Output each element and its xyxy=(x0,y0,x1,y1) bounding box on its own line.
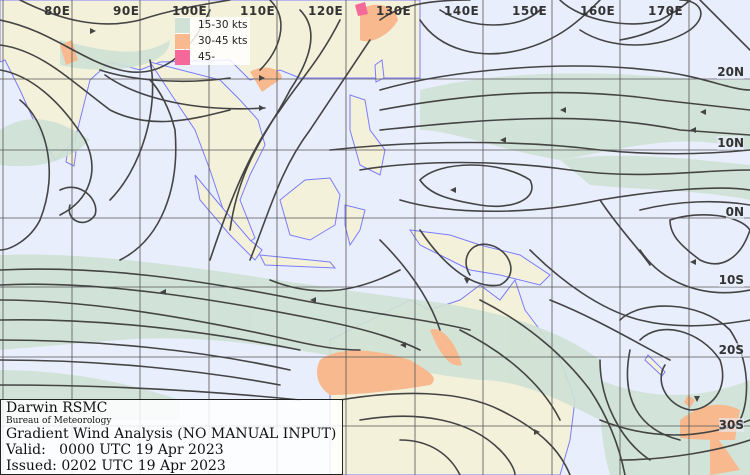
streamline-arrows xyxy=(90,28,706,435)
issued-time: Issued: 0202 UTC 19 Apr 2023 xyxy=(6,458,226,474)
legend-label: 15-30 kts xyxy=(198,19,248,31)
wind-45-plus-areas xyxy=(355,2,368,16)
lon-label: 130E xyxy=(376,4,412,18)
land-philippines xyxy=(349,94,386,176)
lat-label: 20N xyxy=(717,65,744,79)
legend-label: 45- xyxy=(198,51,216,63)
lat-label: 30S xyxy=(718,418,744,432)
land-indochina xyxy=(148,61,266,246)
land-taiwan xyxy=(374,59,385,83)
legend-item: 45- xyxy=(175,49,250,65)
legend-swatch xyxy=(175,49,190,65)
lat-label: 10N xyxy=(717,136,744,150)
lon-label: 170E xyxy=(648,4,684,18)
legend-label: 30-45 kts xyxy=(198,35,248,47)
land-sulawesi xyxy=(344,204,366,247)
legend-swatch xyxy=(175,17,190,33)
product-title: Gradient Wind Analysis (NO MANUAL INPUT) xyxy=(6,426,337,442)
legend-item: 15-30 kts xyxy=(175,17,250,33)
info-box: Darwin RSMC Bureau of Meteorology Gradie… xyxy=(0,399,343,475)
land-java xyxy=(259,254,337,269)
lon-label: 150E xyxy=(512,4,548,18)
lon-label: 110E xyxy=(240,4,276,18)
land-borneo xyxy=(279,177,341,241)
land-sumatra xyxy=(194,174,263,261)
lat-label: 0N xyxy=(725,205,744,219)
lat-label: 10S xyxy=(718,273,744,287)
legend-item: 30-45 kts xyxy=(175,33,250,49)
valid-time: Valid: 0000 UTC 19 Apr 2023 xyxy=(6,442,224,458)
wind-speed-legend: 15-30 kts 30-45 kts 45- xyxy=(175,17,250,65)
center-name: Darwin RSMC xyxy=(6,400,108,416)
lon-label: 160E xyxy=(580,4,616,18)
legend-swatch xyxy=(175,33,190,49)
land-new-guinea xyxy=(408,229,551,286)
lon-label: 90E xyxy=(113,4,140,18)
lat-label: 20S xyxy=(718,343,744,357)
lon-label: 100E xyxy=(172,4,208,18)
agency-name: Bureau of Meteorology xyxy=(6,416,112,426)
lon-label: 120E xyxy=(308,4,344,18)
lon-label: 80E xyxy=(44,4,71,18)
lon-label: 140E xyxy=(444,4,480,18)
